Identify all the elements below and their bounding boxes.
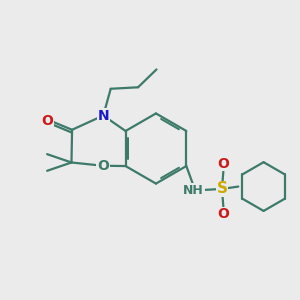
Text: O: O	[41, 114, 53, 128]
Text: O: O	[218, 207, 230, 221]
Text: S: S	[217, 182, 227, 196]
Text: O: O	[218, 157, 230, 171]
Text: NH: NH	[183, 184, 204, 197]
Text: N: N	[98, 109, 109, 122]
Text: O: O	[97, 159, 109, 173]
